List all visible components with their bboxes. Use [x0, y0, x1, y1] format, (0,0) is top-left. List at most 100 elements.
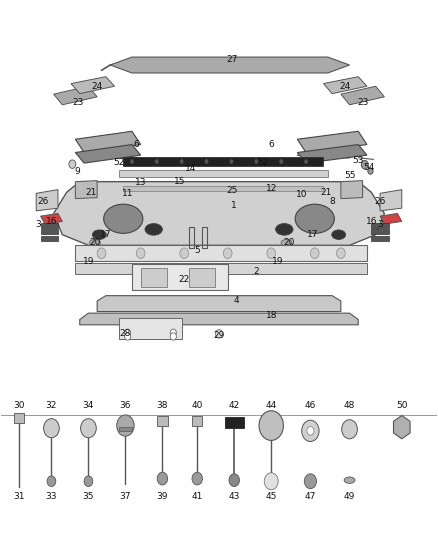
- Text: 19: 19: [83, 257, 94, 265]
- Circle shape: [205, 159, 209, 164]
- Text: 44: 44: [265, 401, 277, 410]
- Text: 43: 43: [229, 492, 240, 501]
- Ellipse shape: [332, 230, 346, 239]
- Bar: [123, 157, 323, 166]
- Ellipse shape: [344, 477, 355, 483]
- Bar: [225, 417, 244, 428]
- Bar: [157, 416, 168, 425]
- Circle shape: [81, 419, 96, 438]
- Text: 27: 27: [226, 55, 238, 64]
- Text: 35: 35: [83, 492, 94, 501]
- Polygon shape: [341, 181, 363, 199]
- Bar: [75, 263, 367, 274]
- Text: 21: 21: [320, 188, 331, 197]
- Bar: [201, 227, 207, 248]
- Text: 17: 17: [100, 230, 112, 239]
- Text: 23: 23: [357, 98, 368, 107]
- Bar: [141, 268, 167, 287]
- Polygon shape: [36, 190, 58, 211]
- Text: 50: 50: [396, 401, 407, 410]
- Circle shape: [215, 329, 223, 338]
- Circle shape: [170, 329, 177, 336]
- Circle shape: [259, 411, 283, 440]
- Ellipse shape: [276, 223, 293, 235]
- Polygon shape: [323, 77, 367, 94]
- Text: 36: 36: [120, 401, 131, 410]
- Text: 34: 34: [83, 401, 94, 410]
- Circle shape: [180, 248, 188, 259]
- Text: 5: 5: [194, 246, 200, 255]
- Text: 33: 33: [46, 492, 57, 501]
- Circle shape: [47, 476, 56, 487]
- Circle shape: [180, 159, 184, 164]
- Text: 22: 22: [179, 275, 190, 284]
- Bar: [192, 416, 202, 425]
- Text: 2: 2: [253, 268, 259, 276]
- Text: 17: 17: [307, 230, 318, 239]
- Polygon shape: [71, 77, 115, 94]
- Text: 12: 12: [265, 183, 277, 192]
- Text: 41: 41: [191, 492, 203, 501]
- Text: 4: 4: [233, 296, 239, 305]
- Circle shape: [264, 473, 278, 490]
- Text: 46: 46: [305, 401, 316, 410]
- Text: 49: 49: [344, 492, 355, 501]
- Polygon shape: [80, 313, 358, 325]
- Text: 6: 6: [134, 140, 139, 149]
- Text: 11: 11: [122, 189, 133, 198]
- Text: 19: 19: [272, 257, 283, 265]
- Bar: [132, 264, 228, 290]
- Bar: [41, 236, 58, 240]
- Text: 55: 55: [344, 171, 355, 180]
- Text: 29: 29: [213, 331, 225, 340]
- Circle shape: [170, 333, 177, 340]
- Bar: [371, 229, 389, 234]
- Text: 24: 24: [339, 82, 351, 91]
- Circle shape: [279, 159, 283, 164]
- Polygon shape: [53, 182, 385, 245]
- Circle shape: [97, 248, 106, 259]
- Text: 10: 10: [296, 190, 307, 199]
- Ellipse shape: [89, 239, 100, 246]
- Circle shape: [223, 248, 232, 259]
- Text: 23: 23: [72, 98, 83, 107]
- Bar: [371, 236, 389, 240]
- Text: 13: 13: [135, 178, 146, 187]
- Ellipse shape: [104, 204, 143, 233]
- Text: 21: 21: [85, 188, 96, 197]
- Circle shape: [44, 419, 59, 438]
- Circle shape: [304, 159, 308, 164]
- Bar: [14, 414, 24, 423]
- Text: 6: 6: [268, 140, 274, 149]
- Circle shape: [229, 474, 240, 487]
- Bar: [119, 318, 182, 339]
- Polygon shape: [341, 86, 385, 105]
- Circle shape: [157, 472, 168, 485]
- Bar: [41, 229, 58, 234]
- Circle shape: [136, 248, 145, 259]
- Bar: [75, 245, 367, 261]
- Circle shape: [368, 168, 373, 174]
- Text: 26: 26: [374, 197, 386, 206]
- Circle shape: [267, 248, 276, 259]
- Text: 26: 26: [37, 197, 49, 206]
- Ellipse shape: [92, 230, 106, 239]
- Text: 54: 54: [364, 164, 375, 172]
- Circle shape: [155, 159, 159, 164]
- Text: 16: 16: [46, 217, 57, 226]
- Text: 53: 53: [353, 156, 364, 165]
- Polygon shape: [380, 214, 402, 224]
- Circle shape: [124, 329, 131, 336]
- Polygon shape: [41, 214, 62, 224]
- Text: 45: 45: [265, 492, 277, 501]
- Polygon shape: [75, 181, 97, 199]
- Text: 16: 16: [366, 217, 377, 226]
- Circle shape: [311, 248, 319, 259]
- Ellipse shape: [145, 223, 162, 235]
- Text: 1: 1: [231, 201, 237, 210]
- Text: 24: 24: [92, 82, 103, 91]
- Text: 20: 20: [283, 238, 294, 247]
- Circle shape: [307, 426, 314, 435]
- Circle shape: [124, 333, 131, 340]
- Bar: [188, 268, 215, 287]
